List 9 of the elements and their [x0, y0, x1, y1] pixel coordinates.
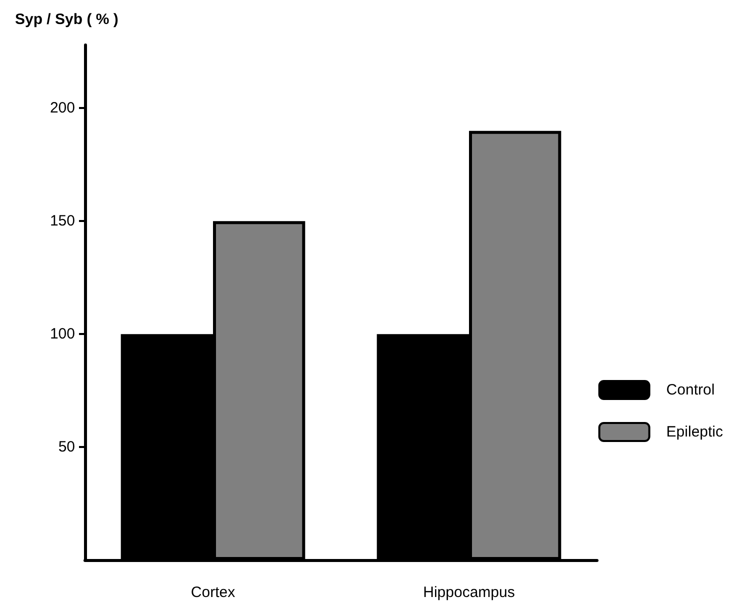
- legend-label: Epileptic: [666, 424, 724, 440]
- legend-label: Control: [666, 382, 715, 398]
- y-tick-label: 200: [50, 100, 75, 117]
- y-tick-label: 150: [50, 212, 75, 230]
- x-tick-label: Hippocampus: [423, 584, 515, 601]
- y-tick-label: 100: [50, 326, 75, 343]
- x-tick-label: Cortex: [190, 584, 236, 601]
- y-axis-title: Syp / Syb ( % ): [15, 11, 118, 28]
- y-tick-label: 50: [58, 438, 75, 456]
